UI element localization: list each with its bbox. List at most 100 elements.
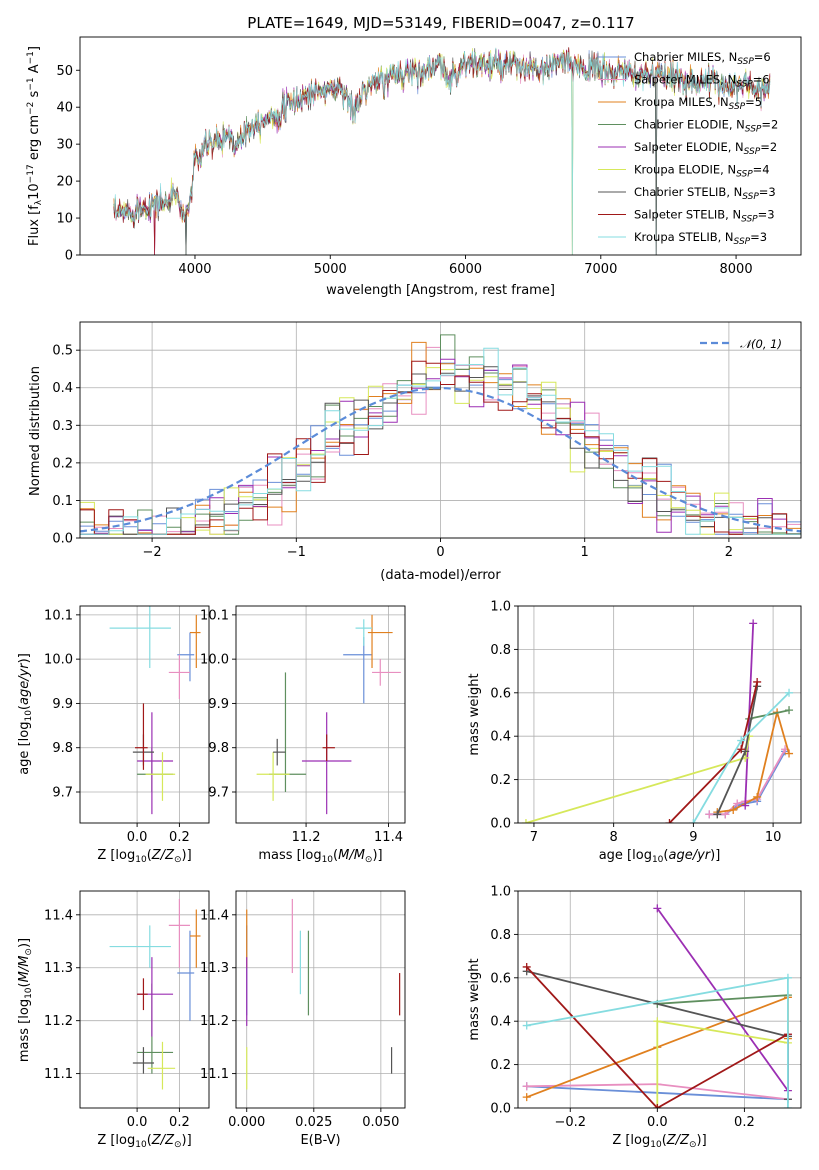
label-part: E(B-V): [300, 1133, 340, 1148]
y-tick-label: 11.4: [200, 908, 229, 923]
weight-line: [656, 907, 789, 1092]
label-part: Kroupa MILES, N: [634, 95, 729, 109]
errorbar-point: [177, 632, 195, 682]
y-tick-label: 50: [56, 64, 73, 79]
weight-series: [689, 688, 794, 823]
x-axis-label: (data-model)/error: [380, 568, 501, 583]
weight-marker: [713, 810, 722, 819]
errorbar-point: [137, 978, 148, 1011]
axes-frame: [235, 605, 406, 824]
y-tick-label: 9.7: [52, 786, 73, 801]
label-part: Z/Z: [151, 848, 175, 863]
weight-marker: [783, 1104, 792, 1108]
x-tick-label: 4000: [178, 262, 211, 277]
legend-label: Salpeter ELODIE, NSSP=2: [634, 140, 777, 157]
axes-frame: [79, 36, 802, 256]
y-tick-label: 0.4: [490, 730, 511, 745]
label-part: Chabrier MILES, N: [634, 50, 737, 64]
x-tick-label: −2: [143, 545, 162, 560]
x-axis-label: wavelength [Angstrom, rest frame]: [326, 283, 555, 298]
label-part: =2: [761, 118, 778, 132]
x-tick-label: 0.2: [734, 1115, 755, 1130]
panel-mass_weight_vs_Z: −0.2 0.0 0.2 0.0 0.2 0.4 0.6 0.8 1.0 Z [log10(Z/Z…: [467, 885, 802, 1150]
panel-age_vs_mass: 11.2 11.4 9.7 9.8 9.9 10.0 10.1 mass [log10(M/M…: [200, 605, 406, 865]
y-tick-label: 10.1: [44, 608, 73, 623]
errorbar-point: [137, 957, 174, 1037]
legend-label: 𝒩(0, 1): [740, 337, 782, 351]
errorbar-point: [168, 654, 190, 699]
y-axis-label: Flux [fλ10−17 erg cm−2 s−1 A−1]: [26, 46, 44, 246]
label-part: ]: [27, 46, 42, 51]
histogram-series: [80, 347, 801, 535]
errorbar-point: [367, 614, 393, 668]
weight-marker: [522, 1021, 531, 1030]
label-part: age [log: [599, 848, 652, 863]
y-axis-label: mass [log10(M/M⊙)]: [17, 938, 34, 1062]
label-part: age [log: [17, 722, 32, 775]
errorbar-point: [134, 703, 148, 770]
y-tick-label: 20: [56, 175, 73, 190]
x-tick-label: 8000: [720, 262, 753, 277]
errorbar-point: [301, 712, 352, 815]
label-part: )]: [182, 1133, 192, 1148]
legend-label: Salpeter STELIB, NSSP=3: [634, 208, 775, 225]
label-part: mass [log: [258, 848, 321, 863]
errorbar-point: [109, 925, 171, 968]
x-tick-label: 0.050: [362, 1115, 399, 1130]
label-part: 10: [27, 183, 42, 200]
label-part: −1: [26, 51, 36, 64]
spectrum-series: [113, 47, 771, 255]
label-part: )]: [697, 1133, 707, 1148]
axes-frame: [517, 890, 802, 1109]
label-part: M/M: [17, 956, 32, 983]
y-axis-label: age [log10(age/yr)]: [17, 653, 34, 775]
legend-label: Kroupa STELIB, NSSP=3: [634, 230, 767, 247]
weight-marker: [729, 805, 738, 814]
panel-residuals: −2 −1 0 1 2 0.0 0.1 0.2 0.3 0.4 0.5 𝒩(0, 1) (data-mo…: [28, 321, 802, 583]
y-tick-label: 11.4: [44, 908, 73, 923]
y-tick-label: 30: [56, 138, 73, 153]
errorbar-point: [147, 1041, 176, 1090]
panel-mass_vs_EBV: 0.000 0.025 0.050 11.1 11.2 11.3 11.4 E(B-V): [200, 890, 406, 1148]
label-part: −17: [26, 164, 36, 183]
errorbar-point: [273, 738, 286, 766]
y-axis-label: mass weight: [467, 958, 482, 1040]
weight-marker: [785, 688, 794, 697]
plot-area: [113, 47, 771, 255]
y-tick-label: 11.3: [44, 961, 73, 976]
label-part: SSP: [736, 170, 753, 180]
label-part: (: [17, 982, 32, 987]
weight-series: [665, 677, 762, 823]
x-tick-label: 0.2: [169, 830, 190, 845]
x-tick-label: −0.2: [554, 1115, 586, 1130]
label-part: 10: [650, 1140, 662, 1150]
label-part: (: [333, 848, 338, 863]
label-part: =3: [750, 230, 767, 244]
label-part: mass [log: [17, 999, 32, 1062]
errorbar-point: [137, 983, 174, 1074]
axes-frame: [517, 605, 802, 824]
weight-series: [653, 904, 792, 1095]
label-part: SSP: [737, 57, 754, 67]
x-tick-label: 7: [530, 830, 538, 845]
x-tick-label: 9: [689, 830, 697, 845]
label-part: 10: [24, 710, 34, 722]
label-part: ⊙: [174, 1140, 182, 1150]
y-tick-label: 9.8: [208, 741, 229, 756]
y-tick-label: 0.0: [490, 817, 511, 832]
y-tick-label: 1.0: [490, 600, 511, 615]
weight-marker: [705, 810, 714, 819]
label-part: SSP: [729, 102, 746, 112]
label-part: Kroupa ELODIE, N: [634, 163, 736, 177]
x-tick-label: 5000: [314, 262, 347, 277]
y-tick-label: 10.1: [200, 608, 229, 623]
label-part: Kroupa STELIB, N: [634, 230, 734, 244]
x-tick-label: 0.2: [169, 1115, 190, 1130]
legend-label: Kroupa MILES, NSSP=5: [634, 95, 762, 112]
panel-age_vs_Z: 0.0 0.29.79.89.910.010.1Z [log10(Z/Z⊙)]ag…: [17, 605, 210, 865]
legend-label: Salpeter MILES, NSSP=6: [634, 73, 770, 90]
weight-marker: [665, 819, 674, 823]
label-part: SSP: [744, 147, 761, 157]
weight-marker: [783, 973, 792, 982]
errorbar-point: [145, 752, 176, 801]
